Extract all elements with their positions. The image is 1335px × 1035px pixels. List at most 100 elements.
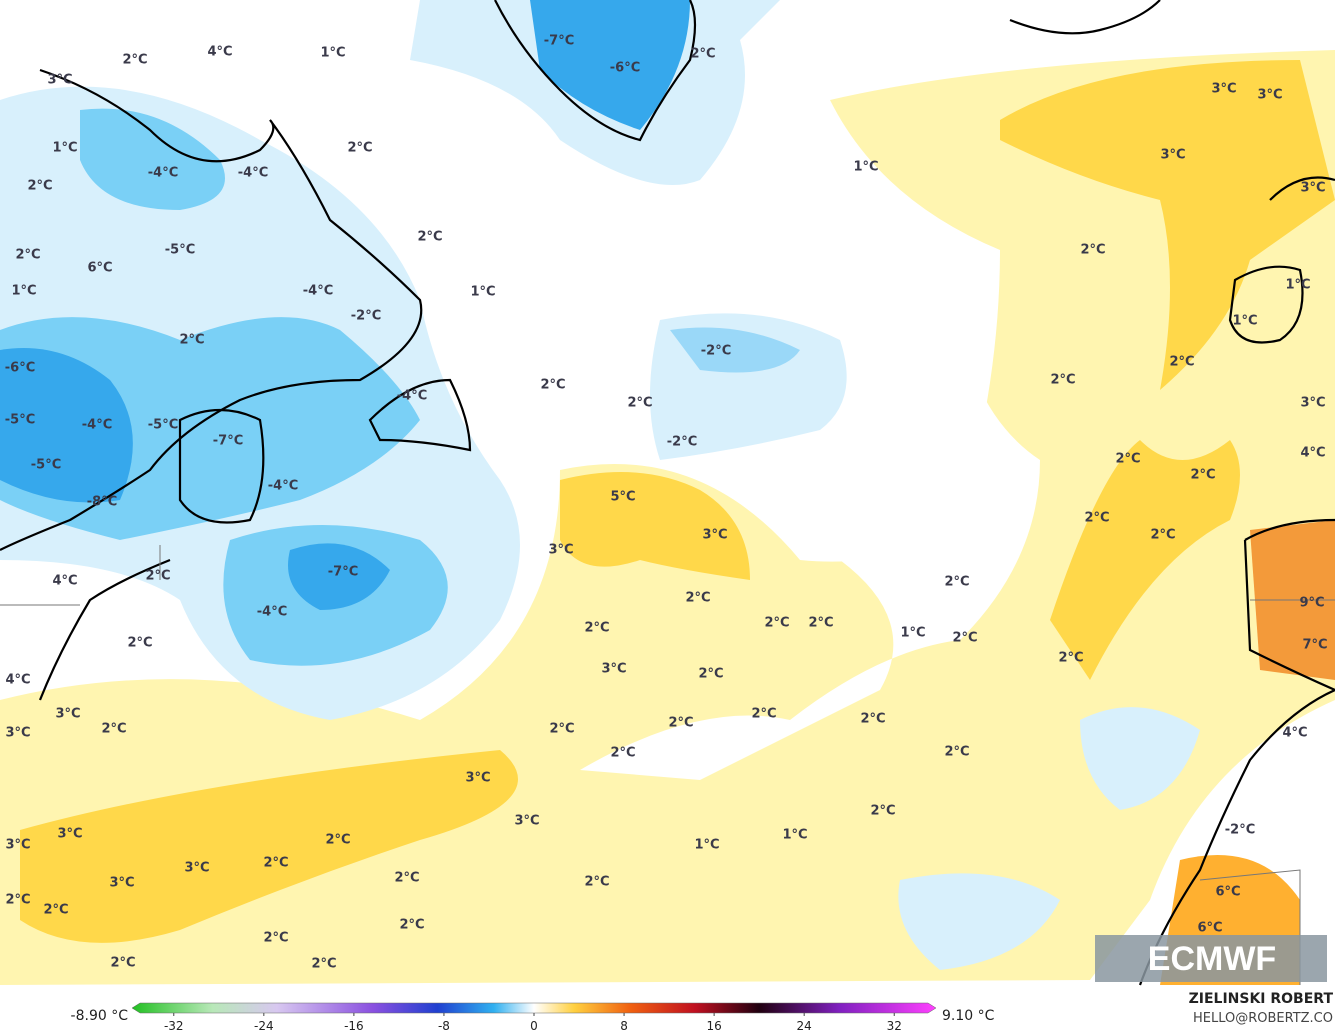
temperature-label: 3°C xyxy=(1300,396,1325,411)
temperature-label: 2°C xyxy=(311,957,336,972)
temperature-label: 2°C xyxy=(698,667,723,682)
temperature-label: 2°C xyxy=(110,956,135,971)
temperature-label: 5°C xyxy=(610,490,635,505)
temperature-label: 3°C xyxy=(465,771,490,786)
temperature-label: 3°C xyxy=(1160,148,1185,163)
temperature-label: 1°C xyxy=(1285,278,1310,293)
temperature-label: 2°C xyxy=(1084,511,1109,526)
temperature-label: 2°C xyxy=(347,141,372,156)
temperature-label: 2°C xyxy=(263,856,288,871)
temperature-label: -5°C xyxy=(31,458,61,473)
temperature-label: 1°C xyxy=(853,160,878,175)
temperature-label: 2°C xyxy=(101,722,126,737)
temperature-label: 3°C xyxy=(109,876,134,891)
temperature-label: 1°C xyxy=(694,838,719,853)
temperature-label: 2°C xyxy=(549,722,574,737)
temperature-label: 7°C xyxy=(1302,638,1327,653)
temperature-label: -2°C xyxy=(667,435,697,450)
temperature-label: 2°C xyxy=(127,636,152,651)
temperature-label: 2°C xyxy=(540,378,565,393)
temperature-label: 3°C xyxy=(1300,181,1325,196)
temperature-label: 3°C xyxy=(47,73,72,88)
temperature-label: 6°C xyxy=(87,261,112,276)
temperature-label: 2°C xyxy=(1115,452,1140,467)
colorbar-tick-label: 32 xyxy=(887,1019,902,1033)
temperature-label: 2°C xyxy=(1190,468,1215,483)
temperature-label: 2°C xyxy=(27,179,52,194)
colorbar: -32 -24 -16 -8 0 8 16 24 32 xyxy=(131,1002,937,1033)
temperature-label: -6°C xyxy=(5,361,35,376)
temperature-label: 2°C xyxy=(870,804,895,819)
temperature-label: 2°C xyxy=(417,230,442,245)
temperature-label: 3°C xyxy=(57,827,82,842)
temperature-label: -7°C xyxy=(544,34,574,49)
temperature-label: 2°C xyxy=(145,569,170,584)
temperature-label: -7°C xyxy=(328,565,358,580)
temperature-label: 2°C xyxy=(860,712,885,727)
temperature-label: 3°C xyxy=(55,707,80,722)
colorbar-tick-label: 0 xyxy=(530,1019,538,1033)
colorbar-tick-label: 16 xyxy=(706,1019,721,1033)
temperature-label: -4°C xyxy=(148,166,178,181)
temperature-label: 4°C xyxy=(1282,726,1307,741)
labels: 2°C 4°C 1°C 3°C 1°C 2°C 2°C -4°C -4°C 2°C -5°C 6°C 2… xyxy=(5,34,1328,972)
temperature-label: 3°C xyxy=(1257,88,1282,103)
temperature-label: -6°C xyxy=(610,61,640,76)
coastlines xyxy=(0,0,1335,986)
temperature-label: 3°C xyxy=(184,861,209,876)
temperature-label: 1°C xyxy=(1232,314,1257,329)
temperature-label: 2°C xyxy=(690,47,715,62)
temperature-label: 2°C xyxy=(263,931,288,946)
temperature-label: 2°C xyxy=(584,621,609,636)
colorbar-tick-label: -16 xyxy=(344,1019,364,1033)
temperature-label: 1°C xyxy=(782,828,807,843)
temperature-label: -5°C xyxy=(5,413,35,428)
temperature-label: 2°C xyxy=(584,875,609,890)
colorbar-bar xyxy=(131,1002,937,1014)
temperature-label: 2°C xyxy=(944,745,969,760)
temperature-label: -8°C xyxy=(87,495,117,510)
temperature-label: 2°C xyxy=(43,903,68,918)
logo-box xyxy=(1095,935,1327,982)
temperature-label: -7°C xyxy=(213,434,243,449)
temperature-label: 2°C xyxy=(325,833,350,848)
temperature-label: 1°C xyxy=(470,285,495,300)
temperature-label: 2°C xyxy=(122,53,147,68)
temperature-label: 2°C xyxy=(685,591,710,606)
temperature-label: 2°C xyxy=(1050,373,1075,388)
temperature-label: 2°C xyxy=(1150,528,1175,543)
colorbar-tick-label: 24 xyxy=(797,1019,812,1033)
temperature-label: -4°C xyxy=(397,389,427,404)
temperature-label: 3°C xyxy=(601,662,626,677)
temperature-label: -4°C xyxy=(82,418,112,433)
temperature-label: 2°C xyxy=(952,631,977,646)
temperature-label: 4°C xyxy=(5,673,30,688)
temperature-label: -4°C xyxy=(238,166,268,181)
temperature-label: 2°C xyxy=(808,616,833,631)
colorbar-max: 9.10 °C xyxy=(942,1008,995,1024)
temperature-label: 2°C xyxy=(1080,243,1105,258)
temperature-label: 1°C xyxy=(52,141,77,156)
temperature-label: 3°C xyxy=(1211,82,1236,97)
temperature-label: 2°C xyxy=(764,616,789,631)
colorbar-tick-label: -8 xyxy=(438,1019,450,1033)
colorbar-min: -8.90 °C xyxy=(71,1008,129,1024)
temperature-label: 3°C xyxy=(514,814,539,829)
temperature-label: 3°C xyxy=(548,543,573,558)
colorbar-tick-label: 8 xyxy=(620,1019,628,1033)
temperature-label: -4°C xyxy=(303,284,333,299)
temperature-label: 1°C xyxy=(900,626,925,641)
temperature-label: -4°C xyxy=(257,605,287,620)
colorbar-tick-label: -32 xyxy=(164,1019,184,1033)
temperature-label: 2°C xyxy=(5,893,30,908)
temperature-label: 2°C xyxy=(668,716,693,731)
temperature-label: 2°C xyxy=(179,333,204,348)
contact: HELLO@ROBERTZ.CO xyxy=(1193,1011,1333,1026)
temperature-label: 2°C xyxy=(944,575,969,590)
temperature-label: 2°C xyxy=(610,746,635,761)
temperature-label: 2°C xyxy=(627,396,652,411)
temperature-label: 2°C xyxy=(1169,355,1194,370)
